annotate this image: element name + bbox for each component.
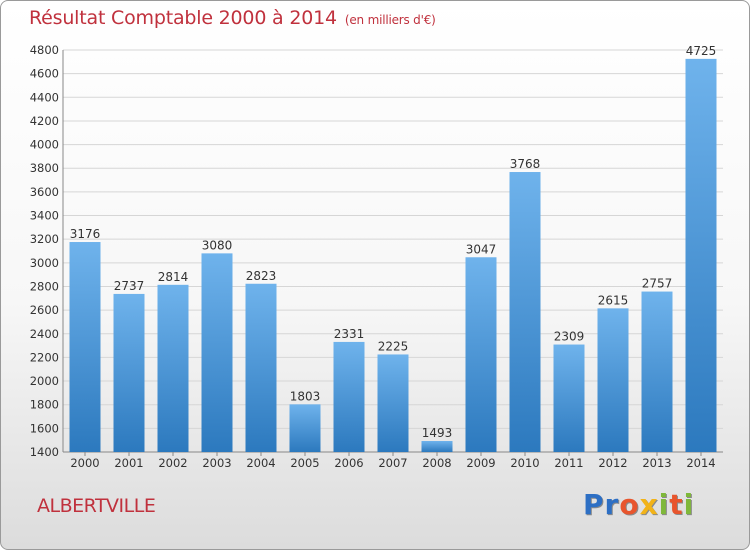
data-label: 2757 [642,277,673,291]
logo-letter: t [669,488,684,521]
y-tick-label: 3000 [30,256,59,270]
x-tick-label: 2002 [158,456,187,470]
bar [421,441,453,452]
logo-letter: x [639,488,659,521]
y-tick-label: 1800 [30,398,59,412]
bar [509,172,541,452]
bar [113,293,145,452]
city-name: ALBERTVILLE [37,495,156,517]
bar [157,284,189,452]
x-tick-label: 2001 [114,456,143,470]
data-labels: 3176 2737 2814 3080 2823 1803 2331 2225 1493 3047… [70,44,717,440]
y-tick-label: 2000 [30,374,59,388]
data-label: 3768 [510,157,541,171]
y-tick-label: 3200 [30,232,59,246]
x-tick-label: 2009 [466,456,495,470]
logo-letter: o [619,488,640,521]
x-axis: 2000 2001 2002 2003 2004 2005 2006 2007 2008 2009… [70,452,716,470]
data-label: 2823 [246,269,277,283]
y-tick-label: 3600 [30,185,59,199]
y-tick-label: 2800 [30,279,59,293]
x-tick-label: 2013 [642,456,671,470]
title-unit: (en milliers d'€) [344,13,436,27]
bar [333,341,365,452]
x-tick-label: 2011 [554,456,583,470]
y-tick-label: 1600 [30,421,59,435]
data-label: 2331 [334,327,365,341]
x-tick-label: 2007 [378,456,407,470]
bar [641,291,673,452]
bar [553,344,585,452]
bar [201,253,233,452]
y-tick-label: 4000 [30,138,59,152]
y-tick-label: 4600 [30,67,59,81]
y-tick-label: 2400 [30,327,59,341]
data-label: 3080 [202,238,233,252]
bar [685,58,717,452]
logo-letter: i [658,488,670,521]
x-tick-label: 2005 [290,456,319,470]
bar [465,257,497,452]
data-label: 3176 [70,227,101,241]
logo-letter: i [683,488,695,521]
x-tick-label: 2010 [510,456,539,470]
x-tick-label: 2012 [598,456,627,470]
chart-title: Résultat Comptable 2000 à 2014 (en millie… [29,7,436,29]
bar [245,283,277,452]
y-axis: 1400 1600 1800 2000 2200 2400 2600 2800 3000 3200… [30,43,59,459]
x-tick-label: 2000 [70,456,99,470]
logo-letter: r [604,488,620,521]
data-label: 2814 [158,270,189,284]
x-tick-label: 2006 [334,456,363,470]
data-label: 2737 [114,279,145,293]
data-label: 2309 [554,330,585,344]
x-tick-label: 2003 [202,456,231,470]
y-tick-label: 4400 [30,90,59,104]
data-label: 2225 [378,339,409,353]
bars [69,58,717,452]
bar [69,242,101,452]
data-label: 4725 [686,44,717,58]
data-label: 1803 [290,389,321,403]
y-tick-label: 2200 [30,350,59,364]
y-tick-label: 2600 [30,303,59,317]
y-tick-label: 3400 [30,209,59,223]
bar [597,308,629,452]
x-tick-label: 2014 [686,456,715,470]
y-tick-label: 1400 [30,445,59,459]
logo-letter: P [583,488,605,521]
data-label: 2615 [598,293,629,307]
data-label: 3047 [466,242,497,256]
data-label: 1493 [422,426,453,440]
y-tick-label: 4800 [30,43,59,57]
title-main: Résultat Comptable 2000 à 2014 [29,7,337,29]
x-tick-label: 2004 [246,456,275,470]
proxiti-logo[interactable]: Proxiti [583,488,694,521]
y-tick-label: 3800 [30,161,59,175]
x-tick-label: 2008 [422,456,451,470]
bar [289,404,321,452]
y-tick-label: 4200 [30,114,59,128]
bar [377,354,409,452]
